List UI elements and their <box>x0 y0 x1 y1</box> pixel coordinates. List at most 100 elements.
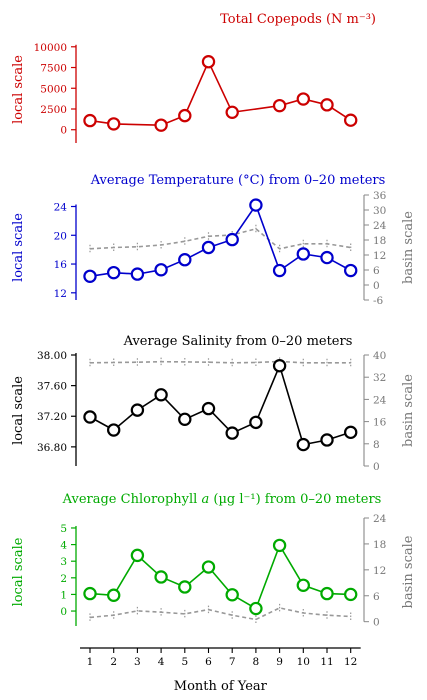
title-part: Average Chlorophyll <box>62 492 202 507</box>
left-tick-label: 10000 <box>34 42 67 54</box>
left-tick-label: 24 <box>54 202 68 214</box>
panel-title: Total Copepods (N m⁻³) <box>220 12 376 27</box>
right-tick-label: 18 <box>373 539 386 551</box>
data-point <box>249 415 263 430</box>
x-axis-label: Month of Year <box>174 679 268 694</box>
right-tick-label: 24 <box>373 394 387 406</box>
title-part: (µg l⁻¹) from 0–20 meters <box>209 492 381 507</box>
left-tick-label: 16 <box>54 259 68 271</box>
right-tick-label: 6 <box>373 591 380 603</box>
data-point <box>272 98 287 113</box>
right-tick-label: 8 <box>373 439 380 451</box>
data-point <box>344 263 358 278</box>
panel-2: Average Temperature (°C) from 0–20 meter… <box>11 173 416 307</box>
right-tick-label: 0 <box>373 280 380 292</box>
data-point <box>249 601 263 616</box>
data-point <box>130 548 145 563</box>
data-point <box>83 113 97 128</box>
left-axis-label: local scale <box>11 537 26 606</box>
data-point <box>296 437 310 452</box>
data-point <box>154 570 168 584</box>
right-axis-label: basin scale <box>401 535 416 608</box>
data-point <box>83 410 97 424</box>
right-axis-label: basin scale <box>401 211 416 284</box>
panel-title: Average Salinity from 0–20 meters <box>123 334 353 349</box>
basin-series-line <box>89 227 351 250</box>
title-part: a <box>201 492 209 507</box>
x-tick-label: 2 <box>110 656 117 668</box>
data-point <box>106 117 121 131</box>
left-tick-label: 37.60 <box>37 381 67 393</box>
right-tick-label: 12 <box>373 250 386 262</box>
x-tick-label: 10 <box>297 656 310 668</box>
data-point <box>272 263 287 278</box>
data-point <box>178 580 192 594</box>
data-point <box>296 92 310 106</box>
data-point <box>154 118 168 132</box>
left-tick-label: 2 <box>60 573 67 585</box>
right-tick-label: 0 <box>373 461 380 473</box>
data-point <box>178 253 192 267</box>
x-tick-label: 12 <box>344 656 357 668</box>
data-point <box>225 426 239 440</box>
right-tick-label: 24 <box>373 220 387 232</box>
right-tick-label: -6 <box>373 295 384 307</box>
data-point <box>201 55 216 69</box>
panel-title: Average Chlorophyll a (µg l⁻¹) from 0–20… <box>62 492 382 507</box>
left-tick-label: 37.20 <box>37 411 67 423</box>
data-point <box>201 401 216 416</box>
data-point <box>249 198 263 212</box>
data-point <box>154 388 168 402</box>
local-series-line <box>89 543 351 610</box>
data-point <box>106 588 121 602</box>
x-tick-label: 6 <box>205 656 212 668</box>
data-point <box>320 250 334 265</box>
basin-series-line <box>89 607 351 621</box>
data-point <box>320 586 334 601</box>
data-point <box>106 265 121 280</box>
data-point <box>178 412 192 427</box>
left-axis-label: local scale <box>11 376 26 445</box>
left-axis-label: local scale <box>11 213 26 282</box>
data-point <box>83 586 97 601</box>
right-axis-label: basin scale <box>401 374 416 447</box>
left-tick-label: 36.80 <box>37 442 67 454</box>
left-tick-label: 5 <box>60 523 67 535</box>
x-tick-label: 7 <box>229 656 236 668</box>
data-point <box>201 560 216 574</box>
data-point <box>272 538 287 553</box>
right-tick-label: 36 <box>373 190 387 202</box>
right-tick-label: 32 <box>373 372 386 384</box>
data-point <box>344 587 358 602</box>
data-point <box>320 433 334 447</box>
x-tick-label: 4 <box>158 656 165 668</box>
right-tick-label: 6 <box>373 265 380 277</box>
left-tick-label: 12 <box>54 288 67 300</box>
data-point <box>201 240 216 255</box>
data-point <box>225 105 239 120</box>
local-series-line <box>89 203 352 278</box>
right-tick-label: 0 <box>373 617 380 629</box>
data-point <box>296 247 310 261</box>
left-tick-label: 1 <box>60 589 67 601</box>
panel-title: Average Temperature (°C) from 0–20 meter… <box>90 173 386 188</box>
left-tick-label: 0 <box>60 606 67 618</box>
data-point <box>178 108 192 123</box>
local-series-line <box>89 59 352 127</box>
right-tick-label: 16 <box>373 417 387 429</box>
left-tick-label: 3 <box>60 556 67 568</box>
x-tick-label: 11 <box>320 656 333 668</box>
right-tick-label: 40 <box>373 350 386 362</box>
left-axis-label: local scale <box>11 55 26 124</box>
x-tick-label: 3 <box>134 656 141 668</box>
data-point <box>154 263 168 277</box>
data-point <box>344 113 358 127</box>
right-tick-label: 24 <box>373 513 387 525</box>
data-point <box>106 423 121 437</box>
data-point <box>320 98 334 112</box>
left-tick-label: 2500 <box>40 104 67 116</box>
left-tick-label: 5000 <box>40 83 67 95</box>
data-point <box>130 267 145 281</box>
